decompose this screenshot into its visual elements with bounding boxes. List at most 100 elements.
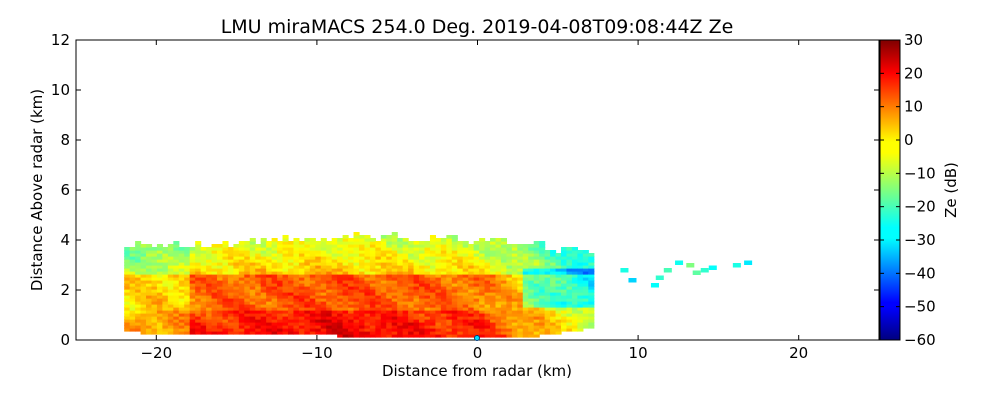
- ze-cell: [479, 247, 486, 251]
- ze-cell: [413, 331, 420, 335]
- ze-cell: [298, 283, 305, 287]
- ze-cell: [364, 280, 371, 284]
- ze-cell: [435, 265, 442, 269]
- ze-cell: [462, 295, 469, 299]
- ze-cell: [146, 304, 153, 308]
- ze-cell: [331, 244, 338, 248]
- ze-cell: [211, 247, 218, 251]
- ze-cell: [397, 265, 404, 269]
- ze-cell: [380, 241, 387, 245]
- ze-cell: [397, 250, 404, 254]
- ze-cell: [495, 307, 502, 311]
- ze-cell: [495, 247, 502, 251]
- ze-cell: [588, 283, 595, 287]
- ze-cell: [189, 295, 196, 299]
- ze-cell: [495, 322, 502, 326]
- ze-cell: [304, 331, 311, 335]
- ze-cell: [135, 271, 142, 275]
- ze-cell: [539, 277, 546, 281]
- ze-cell: [380, 250, 387, 254]
- ze-cell: [582, 295, 589, 299]
- ze-cell: [287, 241, 295, 245]
- ze-cell: [561, 256, 568, 260]
- ze-cell: [582, 280, 589, 284]
- ze-cell: [293, 325, 300, 329]
- ze-cell: [326, 283, 333, 287]
- ze-cell: [320, 271, 327, 275]
- ze-cell: [135, 268, 142, 272]
- colorbar-tick-label: −30: [904, 231, 936, 249]
- ze-cell: [129, 283, 136, 287]
- ze-cell: [424, 271, 431, 275]
- ze-cell: [484, 295, 491, 299]
- ze-cell: [293, 259, 300, 263]
- ze-cell: [238, 247, 245, 251]
- ze-cell: [506, 280, 513, 284]
- ze-cell: [342, 289, 349, 293]
- ze-cell: [457, 265, 464, 269]
- ze-cell: [326, 253, 333, 257]
- ze-cell: [484, 331, 491, 335]
- ze-cell: [369, 328, 376, 332]
- ze-cell: [287, 289, 295, 293]
- ze-cell: [200, 277, 207, 281]
- ze-cell: [282, 325, 289, 329]
- ze-cell: [211, 277, 218, 281]
- ze-cell: [435, 316, 442, 320]
- ze-cell: [151, 328, 158, 332]
- ze-cell: [544, 256, 551, 260]
- ze-cell: [200, 313, 207, 317]
- ze-cell: [451, 265, 458, 269]
- ze-cell: [462, 244, 469, 248]
- ze-cell: [479, 271, 486, 275]
- ze-cell: [337, 334, 344, 338]
- ze-cell: [506, 274, 513, 278]
- ze-cell: [266, 331, 273, 335]
- ze-cell: [282, 265, 289, 269]
- ze-cell: [386, 259, 393, 263]
- ze-cell: [331, 331, 338, 335]
- ze-cell: [528, 262, 535, 266]
- ze-cell: [435, 325, 442, 329]
- ze-cell: [364, 301, 371, 305]
- ze-cell: [337, 271, 344, 275]
- ze-cell: [479, 268, 486, 272]
- ze-cell: [517, 277, 524, 281]
- ze-cell: [129, 256, 136, 260]
- ze-cell: [353, 334, 360, 338]
- ze-cell: [397, 253, 404, 257]
- ze-cell: [326, 280, 333, 284]
- ze-cell: [561, 322, 568, 326]
- ze-cell: [124, 325, 131, 329]
- ze-cell: [391, 247, 398, 251]
- ze-cell: [238, 253, 245, 257]
- ze-cell: [277, 307, 284, 311]
- ze-cell: [135, 298, 142, 302]
- ze-cell: [495, 304, 502, 308]
- ze-cell: [468, 250, 475, 254]
- colorbar-tick-label: 20: [904, 64, 923, 82]
- ze-cell: [451, 301, 458, 305]
- ze-cell: [173, 316, 180, 320]
- ze-cell: [227, 283, 234, 287]
- ze-cell: [255, 253, 262, 257]
- ze-cell: [522, 250, 529, 254]
- ze-cell: [555, 307, 562, 311]
- ze-cell: [484, 289, 491, 293]
- ze-cell: [260, 259, 267, 263]
- ze-cell: [298, 262, 305, 266]
- ze-cell: [337, 325, 344, 329]
- ze-cell: [173, 253, 180, 257]
- ze-cell: [266, 289, 273, 293]
- ze-cell: [397, 283, 404, 287]
- ze-cell: [146, 247, 153, 251]
- ze-cell: [233, 292, 240, 296]
- ze-cell: [462, 307, 469, 311]
- ze-cell: [732, 263, 741, 268]
- ze-cell: [479, 292, 486, 296]
- ze-cell: [424, 277, 431, 281]
- ze-cell: [479, 286, 486, 290]
- ze-cell: [577, 250, 584, 254]
- ze-cell: [446, 310, 453, 314]
- ze-cell: [173, 265, 180, 269]
